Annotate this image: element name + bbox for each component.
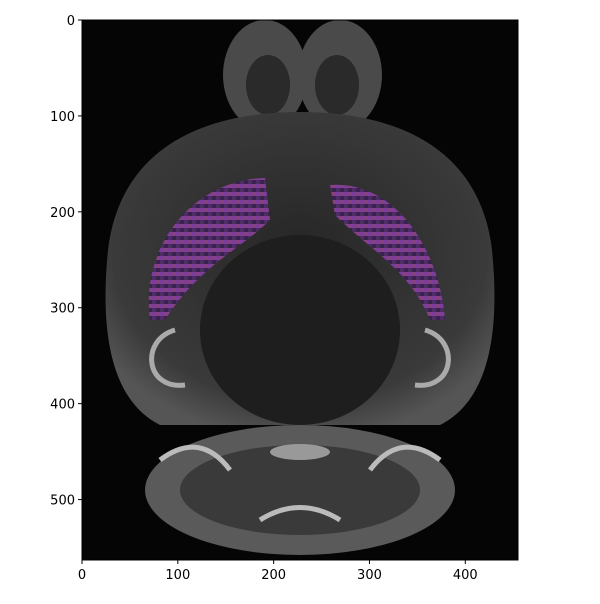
y-tick-label: 300 bbox=[50, 302, 75, 317]
axes-frame bbox=[81, 19, 519, 561]
x-tick-label: 400 bbox=[453, 568, 478, 583]
y-tick-label: 500 bbox=[50, 494, 75, 509]
y-tick-label: 100 bbox=[50, 110, 75, 125]
x-tick-label: 300 bbox=[357, 568, 382, 583]
y-tick-label: 200 bbox=[50, 206, 75, 221]
x-tick-label: 200 bbox=[261, 568, 286, 583]
y-tick-label: 0 bbox=[67, 14, 75, 29]
x-tick-label: 0 bbox=[78, 568, 86, 583]
x-tick-label: 100 bbox=[165, 568, 190, 583]
image bbox=[82, 20, 518, 560]
y-tick-label: 400 bbox=[50, 398, 75, 413]
